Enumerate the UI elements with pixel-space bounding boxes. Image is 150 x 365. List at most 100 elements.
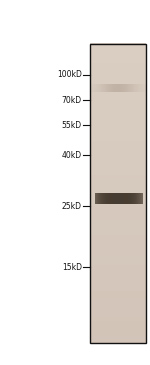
- Bar: [97, 193, 98, 204]
- Bar: [90, 335, 146, 339]
- Bar: [90, 171, 146, 175]
- Bar: [107, 193, 108, 204]
- Bar: [90, 212, 146, 216]
- Bar: [110, 84, 111, 92]
- Bar: [90, 118, 146, 122]
- Bar: [133, 193, 134, 204]
- Bar: [90, 92, 146, 96]
- Bar: [121, 193, 122, 204]
- Bar: [138, 193, 139, 204]
- Bar: [90, 130, 146, 134]
- Bar: [126, 193, 127, 204]
- Bar: [123, 193, 124, 204]
- Bar: [128, 193, 129, 204]
- Bar: [110, 193, 111, 204]
- Bar: [100, 193, 101, 204]
- Bar: [97, 84, 98, 92]
- Bar: [90, 242, 146, 246]
- Bar: [90, 88, 146, 92]
- Bar: [90, 81, 146, 85]
- Bar: [138, 84, 139, 92]
- Text: 55kD: 55kD: [62, 121, 82, 130]
- Bar: [90, 272, 146, 276]
- Bar: [116, 193, 117, 204]
- Bar: [90, 201, 146, 205]
- Bar: [140, 84, 141, 92]
- Bar: [139, 193, 140, 204]
- Bar: [135, 84, 136, 92]
- Bar: [91, 84, 92, 92]
- Bar: [90, 51, 146, 55]
- Bar: [144, 84, 145, 92]
- Bar: [90, 107, 146, 111]
- Bar: [94, 193, 95, 204]
- Bar: [118, 84, 119, 92]
- Bar: [104, 193, 105, 204]
- Bar: [90, 264, 146, 268]
- Bar: [105, 84, 106, 92]
- Bar: [90, 47, 146, 51]
- Bar: [136, 193, 137, 204]
- Bar: [111, 84, 112, 92]
- Bar: [95, 84, 96, 92]
- Bar: [90, 44, 146, 343]
- Bar: [90, 122, 146, 126]
- Bar: [132, 193, 133, 204]
- Bar: [90, 62, 146, 66]
- Bar: [109, 193, 110, 204]
- Bar: [90, 287, 146, 291]
- Bar: [141, 84, 142, 92]
- Bar: [101, 193, 102, 204]
- Bar: [112, 193, 113, 204]
- Bar: [103, 193, 104, 204]
- Text: 15kD: 15kD: [62, 263, 82, 272]
- Bar: [108, 193, 109, 204]
- Bar: [94, 84, 95, 92]
- Bar: [90, 227, 146, 231]
- Bar: [131, 84, 132, 92]
- Bar: [90, 316, 146, 321]
- Bar: [145, 84, 146, 92]
- Bar: [119, 84, 120, 92]
- Bar: [90, 96, 146, 100]
- Bar: [113, 193, 114, 204]
- Bar: [90, 77, 146, 81]
- Bar: [115, 193, 116, 204]
- Bar: [112, 84, 113, 92]
- Text: 40kD: 40kD: [62, 151, 82, 160]
- Bar: [90, 223, 146, 227]
- Bar: [90, 301, 146, 306]
- Bar: [125, 84, 126, 92]
- Bar: [90, 103, 146, 107]
- Bar: [90, 141, 146, 145]
- Bar: [96, 193, 97, 204]
- Bar: [90, 208, 146, 212]
- Bar: [103, 84, 104, 92]
- Bar: [90, 155, 146, 160]
- Bar: [141, 193, 142, 204]
- Bar: [100, 193, 101, 204]
- Bar: [128, 84, 129, 92]
- Bar: [95, 193, 96, 204]
- Bar: [90, 283, 146, 287]
- Bar: [130, 193, 131, 204]
- Bar: [129, 193, 130, 204]
- Bar: [104, 84, 105, 92]
- Bar: [90, 331, 146, 336]
- Bar: [98, 193, 99, 204]
- Bar: [142, 84, 143, 92]
- Bar: [90, 186, 146, 190]
- Bar: [90, 294, 146, 298]
- Bar: [90, 84, 91, 92]
- Bar: [90, 257, 146, 261]
- Bar: [127, 193, 128, 204]
- Bar: [90, 178, 146, 182]
- Bar: [90, 115, 146, 119]
- Bar: [90, 193, 146, 197]
- Bar: [125, 193, 126, 204]
- Bar: [93, 84, 94, 92]
- Bar: [90, 73, 146, 77]
- Bar: [102, 84, 103, 92]
- Bar: [90, 85, 146, 89]
- Bar: [90, 152, 146, 156]
